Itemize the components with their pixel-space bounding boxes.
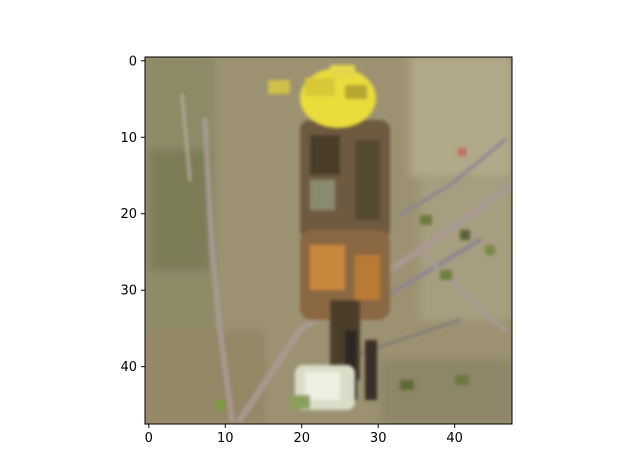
x-tick-label: 10 <box>217 431 234 446</box>
y-tick-label: 40 <box>120 360 137 375</box>
y-tick-label: 30 <box>120 284 137 299</box>
x-tick-label: 0 <box>145 431 153 446</box>
flower <box>290 365 355 410</box>
x-tick-label: 20 <box>293 431 310 446</box>
image-plot <box>145 57 512 424</box>
y-tick-label: 10 <box>120 131 137 146</box>
y-tick-label: 0 <box>129 54 137 69</box>
x-tick-label: 40 <box>446 431 463 446</box>
x-tick-label: 30 <box>370 431 387 446</box>
y-tick-label: 20 <box>120 207 137 222</box>
